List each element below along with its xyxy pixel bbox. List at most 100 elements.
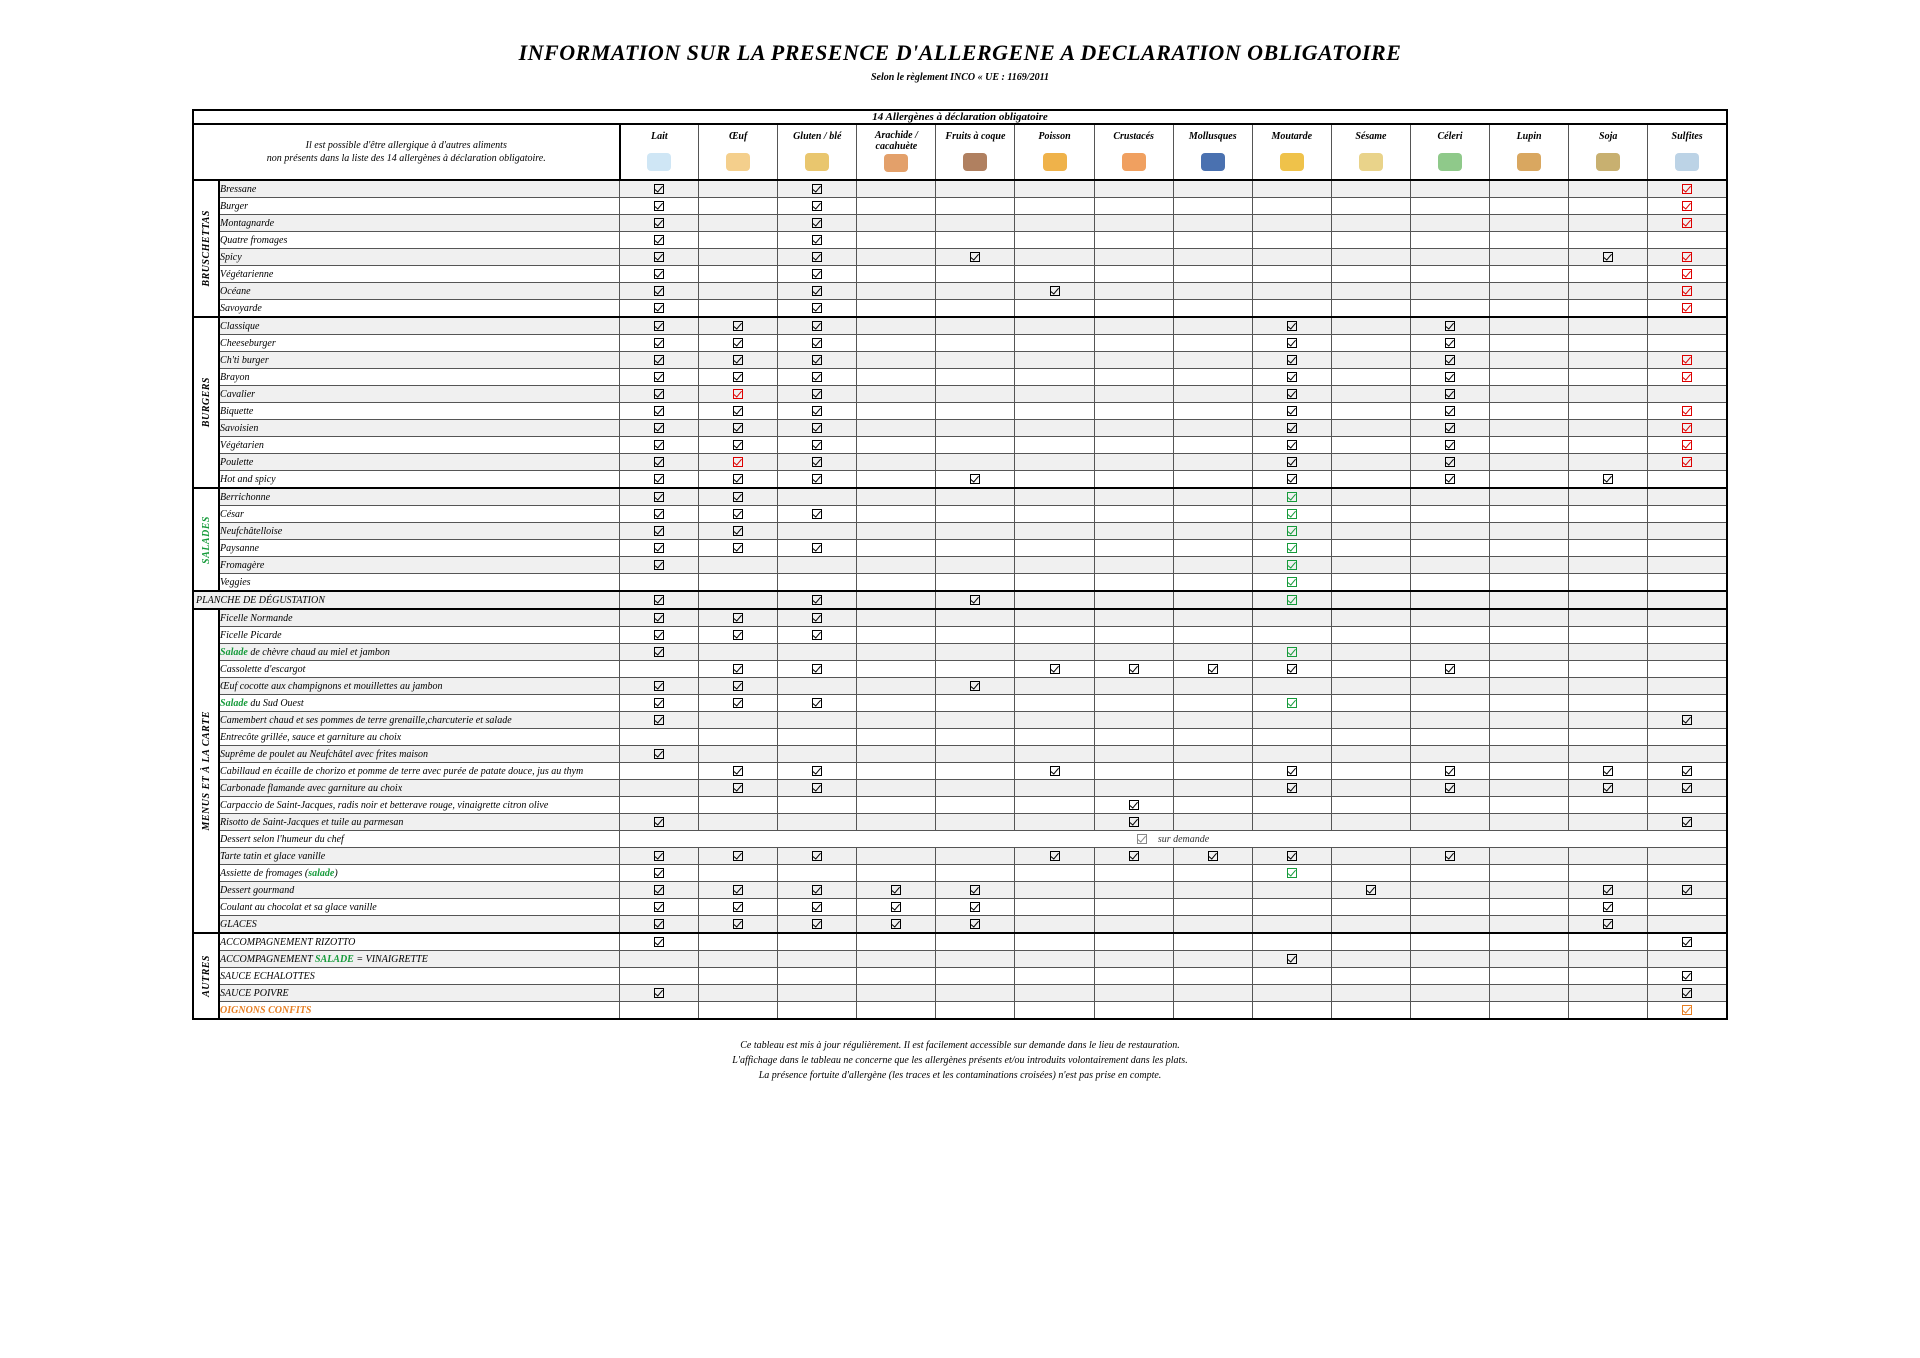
check-icon xyxy=(1287,595,1297,605)
check-icon xyxy=(812,630,822,640)
cell xyxy=(1569,848,1648,865)
cell xyxy=(699,916,778,934)
cell xyxy=(1252,729,1331,746)
cell xyxy=(1410,335,1489,352)
check-icon xyxy=(1129,817,1139,827)
check-icon xyxy=(654,817,664,827)
check-icon xyxy=(1682,286,1692,296)
cell xyxy=(1173,317,1252,335)
item-name: GLACES xyxy=(219,916,619,934)
cell xyxy=(1648,746,1727,763)
cell xyxy=(699,180,778,198)
cell xyxy=(1252,283,1331,300)
cell xyxy=(857,591,936,609)
col-head-celeri: Céleri xyxy=(1410,124,1489,180)
cell xyxy=(1252,1002,1331,1020)
cell xyxy=(1173,283,1252,300)
cell xyxy=(1569,644,1648,661)
cell xyxy=(1569,198,1648,215)
cell xyxy=(1173,215,1252,232)
cell xyxy=(1410,283,1489,300)
cell xyxy=(1490,557,1569,574)
cell xyxy=(1094,899,1173,916)
check-icon xyxy=(1445,406,1455,416)
cell xyxy=(936,678,1015,695)
check-icon xyxy=(1287,543,1297,553)
cell xyxy=(1648,352,1727,369)
cell xyxy=(1410,712,1489,729)
item-name: Berrichonne xyxy=(219,488,619,506)
category-autres: AUTRES xyxy=(193,933,219,1019)
cell xyxy=(1331,232,1410,249)
cell xyxy=(1648,780,1727,797)
cell xyxy=(1648,403,1727,420)
cell xyxy=(936,232,1015,249)
cell xyxy=(778,420,857,437)
cell xyxy=(1173,763,1252,780)
check-icon xyxy=(970,595,980,605)
cell xyxy=(699,386,778,403)
check-icon xyxy=(654,698,664,708)
cell xyxy=(699,454,778,471)
cell xyxy=(1094,814,1173,831)
cell xyxy=(1094,780,1173,797)
cell xyxy=(778,609,857,627)
cell xyxy=(1015,403,1094,420)
cell xyxy=(1331,591,1410,609)
cell xyxy=(1410,865,1489,882)
cell xyxy=(1094,454,1173,471)
check-icon xyxy=(733,526,743,536)
cell xyxy=(620,712,699,729)
cell xyxy=(857,661,936,678)
item-name: Savoyarde xyxy=(219,300,619,318)
cell xyxy=(857,317,936,335)
cell xyxy=(857,865,936,882)
cell xyxy=(1015,454,1094,471)
cell xyxy=(1490,814,1569,831)
check-icon xyxy=(1445,389,1455,399)
cell xyxy=(1648,865,1727,882)
cell xyxy=(1569,386,1648,403)
check-icon xyxy=(1287,766,1297,776)
cell xyxy=(620,951,699,968)
cell xyxy=(936,352,1015,369)
cell xyxy=(1173,661,1252,678)
cell xyxy=(857,746,936,763)
cell xyxy=(1015,678,1094,695)
cell xyxy=(1015,369,1094,386)
check-icon xyxy=(1287,423,1297,433)
cell xyxy=(857,899,936,916)
cell xyxy=(1015,232,1094,249)
cell xyxy=(1569,627,1648,644)
cell xyxy=(936,746,1015,763)
cell xyxy=(1648,627,1727,644)
check-icon xyxy=(1287,492,1297,502)
cell xyxy=(857,180,936,198)
cell xyxy=(1410,232,1489,249)
check-icon xyxy=(733,474,743,484)
check-icon xyxy=(654,543,664,553)
col-label: Arachide / cacahuète xyxy=(857,130,935,152)
cell xyxy=(1094,386,1173,403)
cell xyxy=(936,266,1015,283)
footnote-line: La présence fortuite d'allergène (les tr… xyxy=(192,1068,1728,1083)
cell xyxy=(1094,437,1173,454)
cell xyxy=(1410,985,1489,1002)
cell xyxy=(1015,609,1094,627)
check-icon xyxy=(654,286,664,296)
cell xyxy=(1648,523,1727,540)
cell xyxy=(936,609,1015,627)
item-name: Poulette xyxy=(219,454,619,471)
cell xyxy=(1490,848,1569,865)
cell xyxy=(1173,985,1252,1002)
cell xyxy=(778,403,857,420)
cell xyxy=(1331,661,1410,678)
check-icon xyxy=(733,613,743,623)
item-name: Paysanne xyxy=(219,540,619,557)
cell xyxy=(1569,746,1648,763)
check-icon xyxy=(733,321,743,331)
cell xyxy=(1410,591,1489,609)
cell xyxy=(1173,729,1252,746)
cell xyxy=(1490,951,1569,968)
cell xyxy=(1648,968,1727,985)
